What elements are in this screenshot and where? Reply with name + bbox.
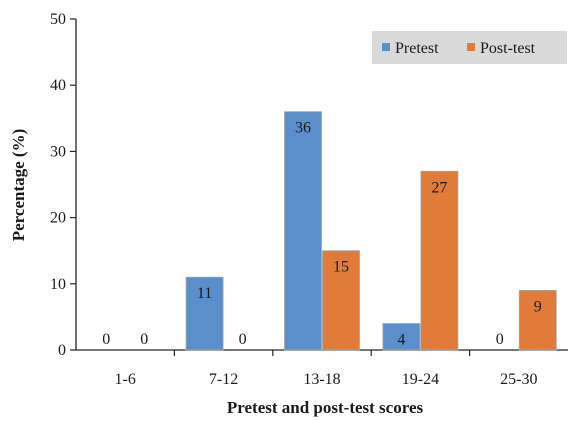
bar-pretest — [382, 323, 421, 351]
x-tick-label: 1-6 — [115, 371, 136, 388]
data-label: 0 — [496, 331, 504, 348]
x-tick-label: 7-12 — [209, 371, 238, 388]
x-tick-label: 25-30 — [500, 371, 537, 388]
x-tick-label: 13-18 — [303, 371, 340, 388]
legend: Pretest Post-test — [372, 31, 567, 64]
bar-post-test — [420, 170, 459, 351]
bar-post-test — [518, 290, 557, 351]
data-label: 0 — [140, 331, 148, 348]
data-label: 36 — [295, 120, 311, 137]
data-label: 27 — [431, 179, 447, 196]
legend-label-post-test: Post-test — [480, 40, 536, 57]
y-axis-label: Percentage (%) — [9, 129, 28, 242]
y-tick-label: 20 — [50, 210, 66, 227]
legend-swatch-pretest — [382, 43, 390, 51]
data-label: 0 — [239, 331, 247, 348]
data-label: 0 — [102, 331, 110, 348]
legend-swatch-post-test — [467, 43, 475, 51]
x-tick-label: 19-24 — [402, 371, 439, 388]
y-tick-label: 30 — [50, 143, 66, 160]
y-tick-label: 40 — [50, 77, 66, 94]
data-label: 11 — [197, 285, 212, 302]
legend-label-pretest: Pretest — [395, 40, 439, 57]
bar-pretest — [185, 276, 224, 351]
plot-area: 0 10 20 30 40 50 1-6 0 0 7-12 11 0 13-18 36 15 19-24 4 27… — [50, 11, 568, 388]
bar-pretest — [284, 111, 322, 351]
y-tick-label: 10 — [50, 276, 66, 293]
data-label: 15 — [333, 259, 349, 276]
y-tick-label: 50 — [50, 11, 66, 28]
data-label: 9 — [534, 298, 542, 315]
data-label: 4 — [397, 332, 405, 349]
y-tick-label: 0 — [58, 342, 66, 359]
x-axis-label: Pretest and post-test scores — [227, 398, 424, 417]
bar-post-test — [322, 250, 360, 351]
